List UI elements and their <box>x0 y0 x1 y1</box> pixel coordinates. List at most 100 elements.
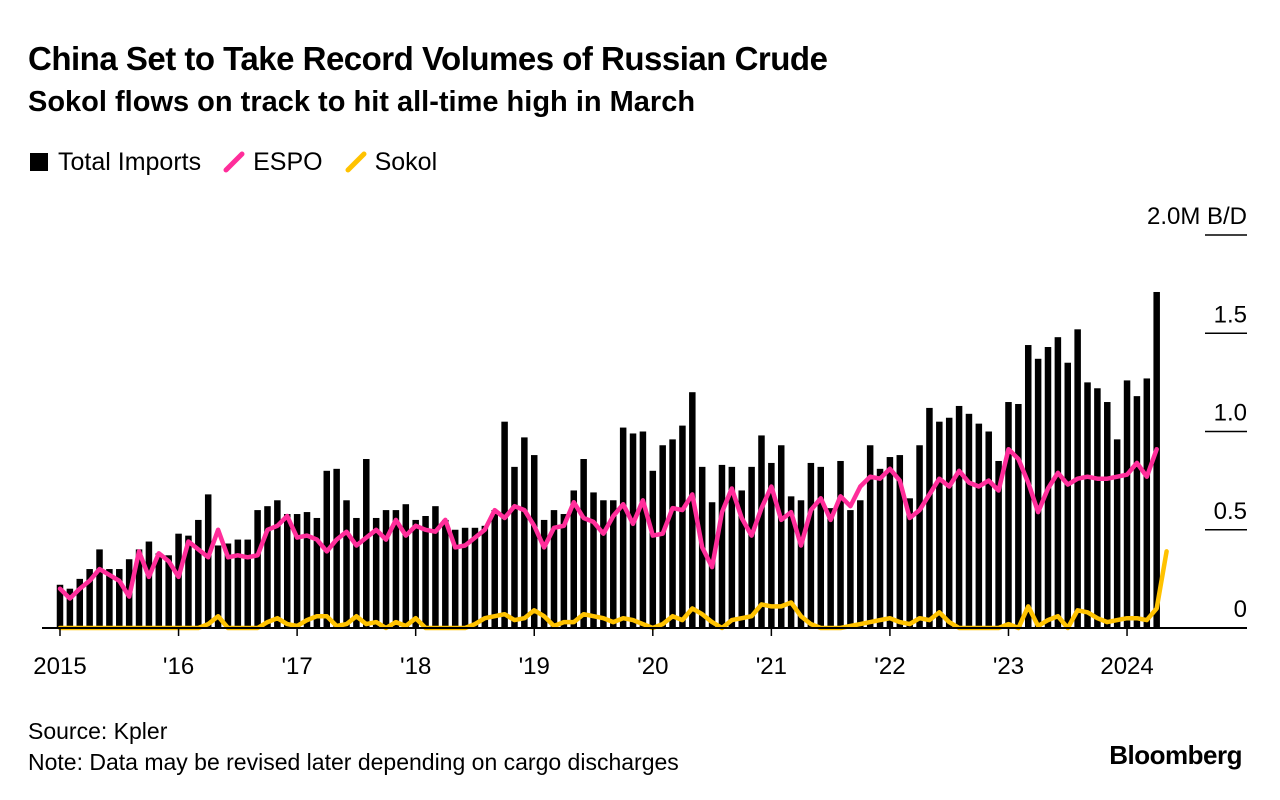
bar <box>175 533 182 628</box>
bar <box>995 460 1002 628</box>
bar <box>313 517 321 628</box>
chart-title: China Set to Take Record Volumes of Russ… <box>28 40 828 77</box>
bar <box>1034 358 1042 628</box>
bar <box>600 500 607 628</box>
y-tick-label: 1.0 <box>1214 400 1247 427</box>
bar <box>590 492 597 628</box>
bar <box>807 462 815 628</box>
bar <box>689 392 696 628</box>
bar <box>264 506 271 628</box>
bar <box>906 498 913 628</box>
bar <box>155 553 163 628</box>
bar <box>491 510 498 628</box>
bar <box>728 466 736 628</box>
bar <box>343 500 350 628</box>
bar <box>629 433 637 628</box>
y-tick-label: 2.0M B/D <box>1147 203 1247 230</box>
x-tick-label: '21 <box>756 653 787 680</box>
bar <box>768 462 775 628</box>
bar <box>1143 378 1151 628</box>
bar <box>442 519 449 628</box>
series-line-espo <box>57 446 1159 601</box>
bar <box>1104 402 1111 628</box>
bar <box>1153 291 1160 628</box>
brand-logo: Bloomberg <box>1109 740 1242 770</box>
bar <box>679 425 686 628</box>
bar <box>412 519 419 628</box>
bar <box>451 529 459 628</box>
bar <box>283 514 291 628</box>
bar <box>985 431 992 628</box>
bar <box>214 545 222 628</box>
bar <box>244 539 251 628</box>
x-tick-label: 2015 <box>33 653 86 680</box>
bar <box>56 584 64 628</box>
bar <box>204 494 212 628</box>
bar <box>392 510 400 628</box>
bar <box>619 427 627 628</box>
bars-total-imports <box>56 291 1160 628</box>
bar <box>511 466 518 628</box>
x-tick-label: '20 <box>637 653 668 680</box>
bar <box>560 514 568 628</box>
bar <box>748 466 755 628</box>
legend-label: Sokol <box>374 147 438 176</box>
bar <box>639 431 647 628</box>
bar <box>432 506 439 628</box>
bar <box>501 421 508 628</box>
bar <box>580 459 587 628</box>
bar <box>777 445 785 628</box>
y-tick-label: 0 <box>1234 596 1247 623</box>
bar <box>817 466 825 628</box>
bar <box>797 500 805 628</box>
bar <box>66 588 74 628</box>
bar <box>876 468 884 628</box>
bar <box>521 437 528 628</box>
bar <box>945 417 953 628</box>
bar <box>955 405 963 628</box>
bar <box>461 527 469 628</box>
gridlines <box>1205 234 1247 531</box>
bar <box>481 525 489 628</box>
source-block: Source: Kpler Note: Data may be revised … <box>28 716 679 778</box>
bar <box>1054 337 1062 628</box>
x-tick-label: '17 <box>281 653 312 680</box>
bar <box>936 421 943 628</box>
bar <box>975 423 983 628</box>
bar <box>254 510 261 628</box>
bar <box>669 439 676 628</box>
bar <box>1113 439 1121 628</box>
bar <box>866 445 874 628</box>
bar <box>195 519 202 628</box>
bar <box>857 500 864 628</box>
bar <box>303 512 311 628</box>
bar <box>540 519 548 628</box>
bar <box>1133 396 1141 628</box>
bar <box>234 539 242 628</box>
bar <box>649 470 657 628</box>
bar <box>1123 380 1131 628</box>
x-tick-label: '19 <box>519 653 550 680</box>
bar <box>86 569 93 628</box>
bar <box>530 455 538 628</box>
chart-subtitle: Sokol flows on track to hit all-time hig… <box>28 86 696 118</box>
bar <box>353 517 360 628</box>
legend-swatch-line-icon <box>345 151 367 173</box>
bar <box>165 555 172 628</box>
bar <box>570 490 578 628</box>
axes: 0 0.5 1.0 1.5 2.0M B/D 2015 '16 '17 '18 '19 '20 '21… <box>33 203 1247 680</box>
bar <box>965 413 973 628</box>
bar <box>718 464 726 628</box>
bar <box>926 407 933 628</box>
legend-label: ESPO <box>253 147 323 176</box>
bar <box>1015 403 1022 628</box>
bar <box>550 510 558 628</box>
bar <box>738 490 745 628</box>
bar <box>886 457 894 628</box>
legend-swatch-line-icon <box>223 151 245 173</box>
bar <box>787 496 795 628</box>
bar <box>106 569 113 628</box>
legend-item-sokol: Sokol <box>345 147 438 177</box>
bar <box>837 460 844 628</box>
legend-label: Total Imports <box>58 147 202 176</box>
